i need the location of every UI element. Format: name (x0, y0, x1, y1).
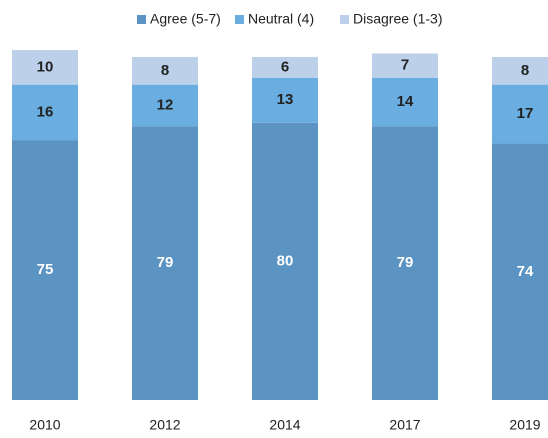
bar-segment (12, 84, 78, 141)
data-label: 14 (397, 93, 414, 110)
data-label: 17 (517, 105, 534, 122)
bar-segment (372, 53, 438, 78)
bar-segment (492, 56, 548, 85)
bar-segment (492, 143, 548, 400)
bar-segment (252, 77, 318, 123)
legend-swatch (340, 15, 349, 24)
bar-segment (12, 140, 78, 401)
bar-segment (132, 84, 198, 127)
data-label: 13 (277, 91, 294, 108)
data-label: 7 (401, 57, 409, 74)
x-tick-label: 2019 (509, 417, 540, 433)
bar-segment (372, 77, 438, 127)
data-label: 6 (281, 58, 289, 75)
data-label: 10 (37, 58, 54, 75)
legend-swatch (235, 15, 244, 24)
x-tick-label: 2010 (29, 417, 60, 433)
bar-segment (132, 126, 198, 401)
legend-label: Neutral (4) (248, 11, 314, 27)
legend-label: Agree (5-7) (150, 11, 221, 27)
data-label: 12 (157, 96, 174, 113)
data-label: 16 (37, 103, 54, 120)
data-label: 75 (37, 261, 54, 278)
data-label: 79 (397, 254, 414, 271)
bar-segment (372, 126, 438, 401)
data-label: 79 (157, 254, 174, 271)
legend-label: Disagree (1-3) (353, 11, 442, 27)
bar-segment (252, 56, 318, 78)
x-tick-label: 2014 (269, 417, 300, 433)
data-label: 8 (161, 62, 169, 79)
data-label: 8 (521, 62, 529, 79)
legend-swatch (137, 15, 146, 24)
bar-segment (132, 56, 198, 85)
data-label: 74 (517, 263, 534, 280)
bar-segment (12, 50, 78, 85)
x-tick-label: 2017 (389, 417, 420, 433)
x-tick-label: 2012 (149, 417, 180, 433)
bar-segment (252, 122, 318, 400)
data-label: 80 (277, 252, 294, 269)
bar-segment (492, 84, 548, 144)
